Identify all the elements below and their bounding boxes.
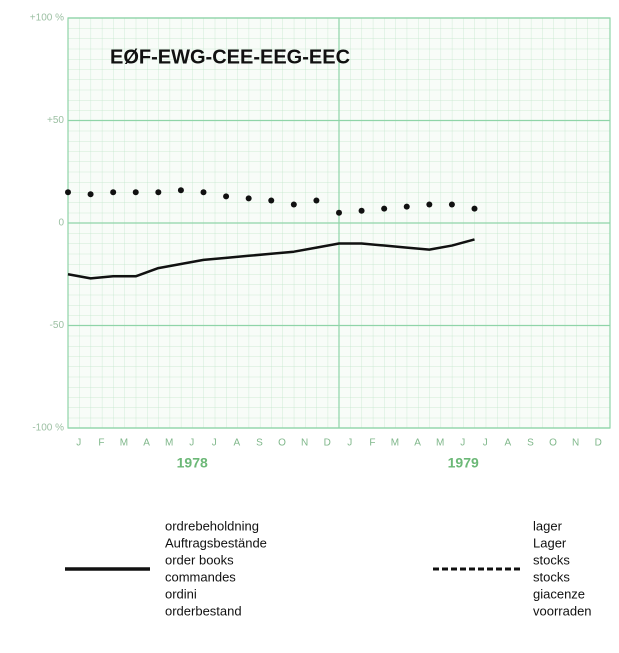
x-tick-label: J [460,438,466,449]
data-point [87,191,94,198]
x-tick-label: F [369,438,376,449]
x-tick-label: F [98,438,105,449]
data-point [268,197,275,204]
y-tick-label: +100 % [30,13,64,24]
x-tick-label: M [120,438,129,449]
x-tick-label: S [527,438,535,449]
chart-title: EØF-EWG-CEE-EEG-EEC [110,46,350,68]
x-tick-label: J [483,438,489,449]
data-point [358,207,365,214]
legend-label: giacenze [533,586,585,601]
x-tick-label: M [436,438,445,449]
data-point [381,205,388,212]
legend-label: stocks [533,552,570,567]
data-point [290,201,297,208]
legend-label: lager [533,518,563,533]
legend-label: Auftragsbestände [165,535,267,550]
data-point [426,201,433,208]
x-tick-label: J [76,438,82,449]
data-point [313,197,320,204]
year-label: 1979 [448,455,479,471]
legend-label: Lager [533,535,567,550]
data-point [223,193,230,200]
data-point [245,195,252,202]
data-line [67,238,475,280]
data-point [110,189,117,196]
data-point [471,205,478,212]
x-tick-label: N [301,438,309,449]
legend-label: orderbestand [165,603,242,618]
x-tick-label: N [572,438,580,449]
x-tick-label: D [324,438,332,449]
data-point [177,187,184,194]
data-point [155,189,162,196]
legend-label: ordini [165,586,197,601]
legend-label: stocks [533,569,570,584]
legend-label: voorraden [533,603,592,618]
y-tick-label: +50 [47,115,64,126]
data-point [336,209,342,216]
data-point [132,189,139,196]
x-tick-label: A [505,438,513,449]
x-tick-label: D [595,438,603,449]
x-tick-label: O [549,438,558,449]
legend: ordrebeholdning Auftragsbestände order boo… [65,518,592,618]
legend-label: commandes [165,569,236,584]
x-tick-label: M [391,438,400,449]
x-tick-label: M [165,438,174,449]
y-tick-label: -50 [50,320,65,331]
y-tick-label: 0 [58,218,64,229]
data-point [65,189,71,196]
year-label: 1978 [177,455,208,471]
x-tick-label: J [189,438,195,449]
data-point [448,201,455,208]
data-point [403,203,410,210]
x-tick-label: S [256,438,264,449]
x-tick-label: A [234,438,242,449]
x-tick-label: A [143,438,151,449]
x-tick-label: O [278,438,287,449]
x-tick-label: J [212,438,218,449]
y-tick-label: -100 % [32,423,64,434]
legend-label: order books [165,552,234,567]
data-point [200,189,207,196]
x-tick-label: J [347,438,353,449]
x-tick-label: A [414,438,422,449]
legend-label: ordrebeholdning [165,518,259,533]
